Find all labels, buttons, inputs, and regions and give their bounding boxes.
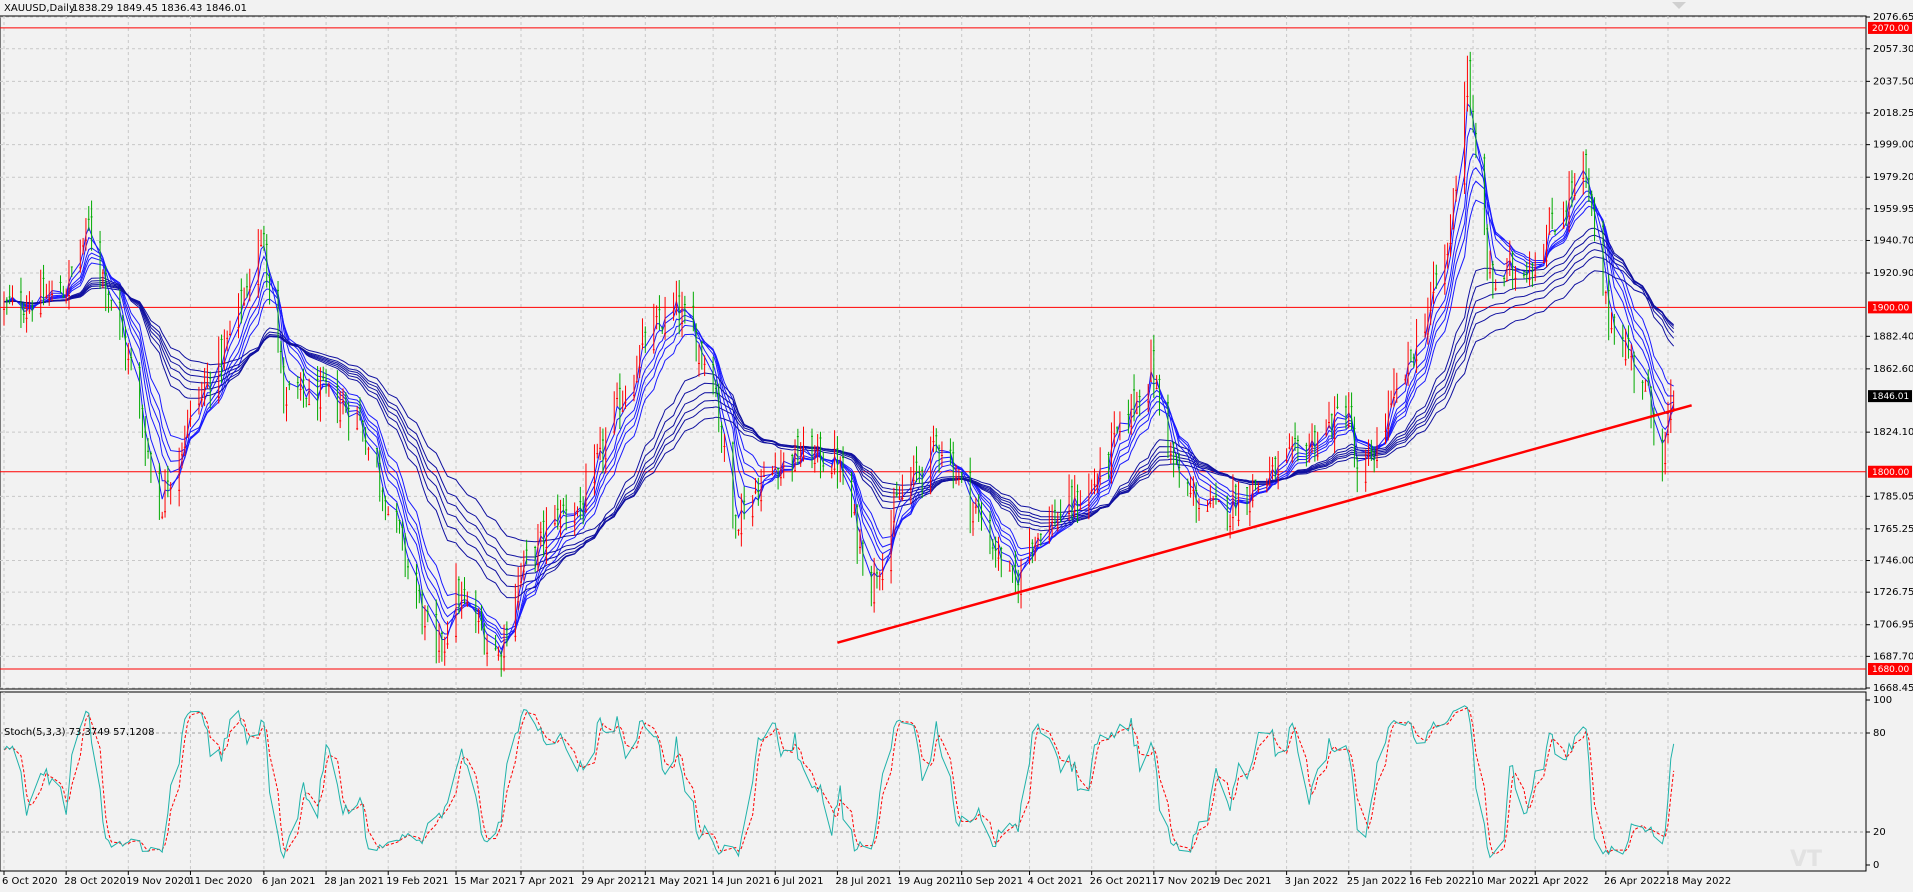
y-tick-label: 1862.60 — [1873, 364, 1913, 375]
x-tick-label: 6 Oct 2020 — [2, 876, 57, 887]
horizontal-levels — [0, 27, 1866, 670]
x-tick-label: 6 Jan 2021 — [262, 876, 316, 887]
x-tick-label: 29 Apr 2021 — [581, 876, 643, 887]
level-label: 1800.00 — [1872, 468, 1909, 478]
y-tick-label: 1726.75 — [1873, 587, 1913, 598]
level-label: 1680.00 — [1872, 665, 1909, 675]
level-labels: 2070.00 1900.00 1800.00 1680.00 1846.01 — [1868, 21, 1912, 676]
ma-ribbon — [3, 102, 1675, 657]
trendline[interactable] — [837, 404, 1692, 644]
x-tick-label: 11 Dec 2020 — [188, 876, 252, 887]
x-tick-label: 6 Jul 2021 — [773, 876, 823, 887]
x-tick-label: 19 Nov 2020 — [126, 876, 190, 887]
x-tick-label: 19 Aug 2021 — [898, 876, 962, 887]
level-label-bg — [1868, 465, 1912, 478]
y-tick-label: 1979.20 — [1873, 172, 1913, 183]
ma-line-10 — [3, 167, 1674, 640]
y-tick-label: 1882.40 — [1873, 331, 1913, 342]
x-tick-label: 25 Jan 2022 — [1347, 876, 1407, 887]
x-tick-label: 15 Mar 2021 — [454, 876, 517, 887]
chart-ohlc: 1838.29 1849.45 1836.43 1846.01 — [72, 3, 247, 14]
ma-line-35 — [3, 234, 1675, 588]
stoch-tick-label: 0 — [1873, 860, 1879, 871]
x-tick-label: 26 Apr 2022 — [1604, 876, 1666, 887]
x-tick-label: 4 Oct 2021 — [1028, 876, 1083, 887]
stoch-axis: 100 80 20 0 — [1866, 695, 1892, 871]
x-tick-label: 21 May 2021 — [643, 876, 708, 887]
y-tick-label: 1999.00 — [1873, 140, 1913, 151]
stoch-lines — [3, 705, 1675, 860]
y-tick-label: 1746.00 — [1873, 556, 1913, 567]
y-tick-label: 1668.45 — [1873, 683, 1913, 694]
y-tick-label: 1940.70 — [1873, 235, 1913, 246]
y-tick-label: 2076.65 — [1873, 12, 1913, 23]
x-tick-label: 10 Mar 2022 — [1471, 876, 1534, 887]
ma-line-40 — [3, 241, 1675, 577]
level-label-bg — [1868, 301, 1912, 314]
stoch-tick-label: 80 — [1873, 728, 1886, 739]
ma-line-60 — [3, 270, 1675, 543]
x-tick-label: 17 Nov 2021 — [1152, 876, 1216, 887]
y-tick-label: 1765.25 — [1873, 524, 1913, 535]
y-tick-label: 1687.70 — [1873, 651, 1913, 662]
y-tick-label: 2057.30 — [1873, 44, 1913, 55]
stoch-main-line — [3, 705, 1675, 860]
ma-line-3 — [3, 102, 1675, 657]
x-tick-label: 14 Jun 2021 — [711, 876, 771, 887]
level-label-bg — [1868, 663, 1912, 676]
level-label-bg — [1868, 21, 1912, 34]
y-tick-label: 2018.25 — [1873, 108, 1913, 119]
x-tick-label: 1 Apr 2022 — [1533, 876, 1588, 887]
stoch-tick-label: 20 — [1873, 827, 1886, 838]
y-tick-label: 1706.95 — [1873, 620, 1913, 631]
y-tick-label: 2037.50 — [1873, 76, 1913, 87]
x-tick-label: 19 Feb 2021 — [386, 876, 448, 887]
x-tick-label: 18 May 2022 — [1666, 876, 1731, 887]
x-tick-label: 28 Oct 2020 — [64, 876, 126, 887]
level-label: 2070.00 — [1872, 24, 1909, 34]
x-tick-label: 10 Sep 2021 — [960, 876, 1023, 887]
current-price-label: 1846.01 — [1872, 392, 1909, 402]
x-tick-label: 9 Dec 2021 — [1214, 876, 1272, 887]
x-tick-label: 28 Jan 2021 — [324, 876, 384, 887]
stoch-level-lines — [0, 732, 1866, 833]
chart-shift-icon[interactable] — [1672, 2, 1686, 9]
x-tick-label: 7 Apr 2021 — [519, 876, 574, 887]
y-tick-label: 1959.95 — [1873, 204, 1913, 215]
price-axis: 2076.65 2057.30 2037.50 2018.25 1999.00 1979.… — [1866, 12, 1913, 694]
y-tick-label: 1824.10 — [1873, 427, 1913, 438]
watermark-logo: VT — [1790, 847, 1822, 872]
ma-line-5 — [3, 127, 1675, 651]
price-panel-frame — [0, 15, 1867, 690]
x-tick-label: 26 Oct 2021 — [1090, 876, 1152, 887]
ma-line-15 — [3, 199, 1674, 631]
candles — [3, 51, 1675, 677]
chart-symbol: XAUUSD,Daily — [4, 3, 75, 14]
trendline-group[interactable] — [837, 404, 1692, 644]
ma-line-30 — [3, 227, 1675, 599]
x-tick-label: 16 Feb 2022 — [1409, 876, 1471, 887]
y-tick-label: 1920.90 — [1873, 268, 1913, 279]
stoch-signal-line — [3, 707, 1675, 855]
stoch-tick-label: 100 — [1873, 695, 1892, 706]
stoch-label: Stoch(5,3,3) 73.3749 57.1208 — [4, 727, 155, 738]
x-tick-label: 28 Jul 2021 — [835, 876, 892, 887]
current-price-bg — [1868, 390, 1912, 403]
stoch-panel-frame — [0, 691, 1867, 872]
y-tick-label: 1785.05 — [1873, 491, 1913, 502]
x-tick-label: 3 Jan 2022 — [1285, 876, 1339, 887]
level-label: 1900.00 — [1872, 303, 1909, 313]
ma-line-8 — [3, 153, 1675, 644]
